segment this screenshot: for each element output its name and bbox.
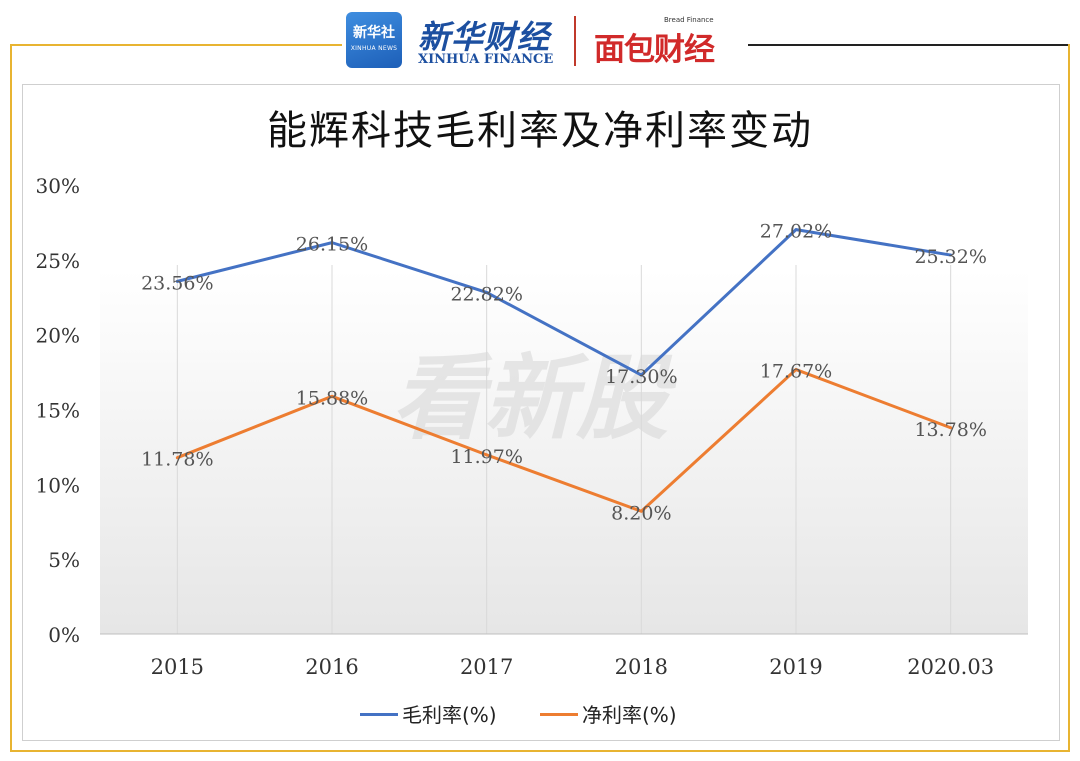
x-tick-label: 2016 <box>305 655 358 679</box>
x-tick-label: 2020.03 <box>907 655 994 679</box>
frame-top-left <box>10 44 342 46</box>
y-tick-label: 15% <box>36 399 80 423</box>
watermark: 看新股 <box>392 345 677 452</box>
bread-finance-logo-cn: 面包财经 <box>594 32 715 68</box>
data-label-gross-margin: 27.02% <box>760 221 832 243</box>
data-label-net-margin: 13.78% <box>914 419 986 441</box>
xinhua-logo-en: XINHUA NEWS <box>350 45 398 52</box>
plot-background <box>100 270 1028 634</box>
data-label-gross-margin: 23.56% <box>141 272 213 294</box>
data-point-net-margin <box>330 394 334 398</box>
data-label-net-margin: 17.67% <box>760 361 832 383</box>
brand-header: 新华社 XINHUA NEWS 新华财经 XINHUA FINANCE Brea… <box>346 6 744 72</box>
data-label-gross-margin: 25.32% <box>914 246 986 268</box>
legend-item-gross-margin: 毛利率(%) <box>360 699 497 728</box>
y-tick-label: 5% <box>48 548 80 572</box>
frame-top-right <box>748 44 1068 46</box>
frame-right <box>1068 44 1070 750</box>
frame-bottom <box>10 750 1070 752</box>
xinhua-logo-cn: 新华社 <box>353 25 395 41</box>
xinhua-finance-logo-cn: 新华财经 <box>418 18 551 56</box>
y-tick-label: 25% <box>36 249 80 273</box>
data-label-net-margin: 11.97% <box>450 446 522 468</box>
x-tick-label: 2019 <box>769 655 822 679</box>
y-tick-label: 20% <box>36 324 80 348</box>
series-line-net-margin <box>176 368 952 513</box>
data-label-net-margin: 8.20% <box>611 502 671 524</box>
x-tick-label: 2017 <box>460 655 513 679</box>
y-tick-label: 10% <box>36 473 80 497</box>
x-tick-label: 2018 <box>615 655 668 679</box>
frame-left <box>10 44 12 750</box>
data-point-gross-margin <box>175 279 179 283</box>
chart-title: 能辉科技毛利率及净利率变动 <box>267 108 813 154</box>
data-point-net-margin <box>794 368 798 372</box>
legend-label-net-margin: 净利率(%) <box>582 703 677 727</box>
data-point-net-margin <box>639 509 643 513</box>
legend-swatch-gross-margin <box>360 713 398 716</box>
bread-finance-logo-en: Bread Finance <box>664 16 714 24</box>
data-point-gross-margin <box>485 290 489 294</box>
legend-item-net-margin: 净利率(%) <box>540 699 677 728</box>
xinhua-logo: 新华社 XINHUA NEWS <box>346 12 402 68</box>
data-point-gross-margin <box>949 253 953 257</box>
logo-separator <box>574 16 576 66</box>
y-tick-label: 30% <box>36 174 80 198</box>
series-line-gross-margin <box>176 228 951 377</box>
data-point-net-margin <box>175 456 179 460</box>
data-label-gross-margin: 17.30% <box>605 366 677 388</box>
data-point-gross-margin <box>330 241 334 245</box>
data-label-gross-margin: 22.82% <box>450 283 522 305</box>
data-label-net-margin: 11.78% <box>141 449 213 471</box>
data-point-net-margin <box>485 453 489 457</box>
data-label-net-margin: 15.88% <box>296 387 368 409</box>
legend-label-gross-margin: 毛利率(%) <box>402 703 497 727</box>
data-point-net-margin <box>949 426 953 430</box>
xinhua-finance-logo-en: XINHUA FINANCE <box>418 52 554 67</box>
data-point-gross-margin <box>639 373 643 377</box>
y-tick-label: 0% <box>48 623 80 647</box>
data-point-gross-margin <box>794 228 798 232</box>
data-label-gross-margin: 26.15% <box>296 234 368 256</box>
x-tick-label: 2015 <box>151 655 204 679</box>
legend-swatch-net-margin <box>540 713 578 716</box>
